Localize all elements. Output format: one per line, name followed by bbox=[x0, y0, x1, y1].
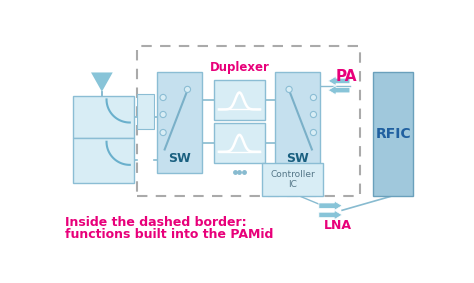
Circle shape bbox=[310, 112, 317, 117]
FancyBboxPatch shape bbox=[157, 72, 202, 173]
Circle shape bbox=[160, 129, 166, 136]
Text: functions built into the PAMid: functions built into the PAMid bbox=[65, 228, 274, 241]
Circle shape bbox=[184, 86, 191, 93]
Circle shape bbox=[160, 95, 166, 100]
Circle shape bbox=[286, 86, 292, 93]
Circle shape bbox=[310, 95, 317, 100]
FancyBboxPatch shape bbox=[73, 96, 134, 138]
Text: PA: PA bbox=[335, 69, 357, 84]
FancyBboxPatch shape bbox=[137, 94, 154, 129]
Text: RFIC: RFIC bbox=[375, 127, 411, 141]
Text: Duplexer: Duplexer bbox=[210, 61, 269, 74]
FancyBboxPatch shape bbox=[262, 163, 323, 196]
Text: Inside the dashed border:: Inside the dashed border: bbox=[65, 216, 247, 229]
Circle shape bbox=[310, 129, 317, 136]
FancyArrow shape bbox=[319, 201, 342, 210]
FancyBboxPatch shape bbox=[275, 72, 319, 173]
FancyBboxPatch shape bbox=[214, 123, 264, 162]
FancyBboxPatch shape bbox=[373, 72, 413, 196]
FancyBboxPatch shape bbox=[73, 138, 134, 183]
Text: SW: SW bbox=[286, 152, 309, 165]
FancyBboxPatch shape bbox=[214, 80, 264, 120]
FancyArrow shape bbox=[328, 76, 350, 85]
Polygon shape bbox=[91, 72, 113, 92]
FancyArrow shape bbox=[328, 85, 350, 95]
Text: LNA: LNA bbox=[324, 219, 352, 232]
Text: SW: SW bbox=[168, 152, 191, 165]
FancyArrow shape bbox=[319, 210, 342, 220]
Circle shape bbox=[160, 112, 166, 117]
Text: Controller
IC: Controller IC bbox=[270, 170, 315, 189]
